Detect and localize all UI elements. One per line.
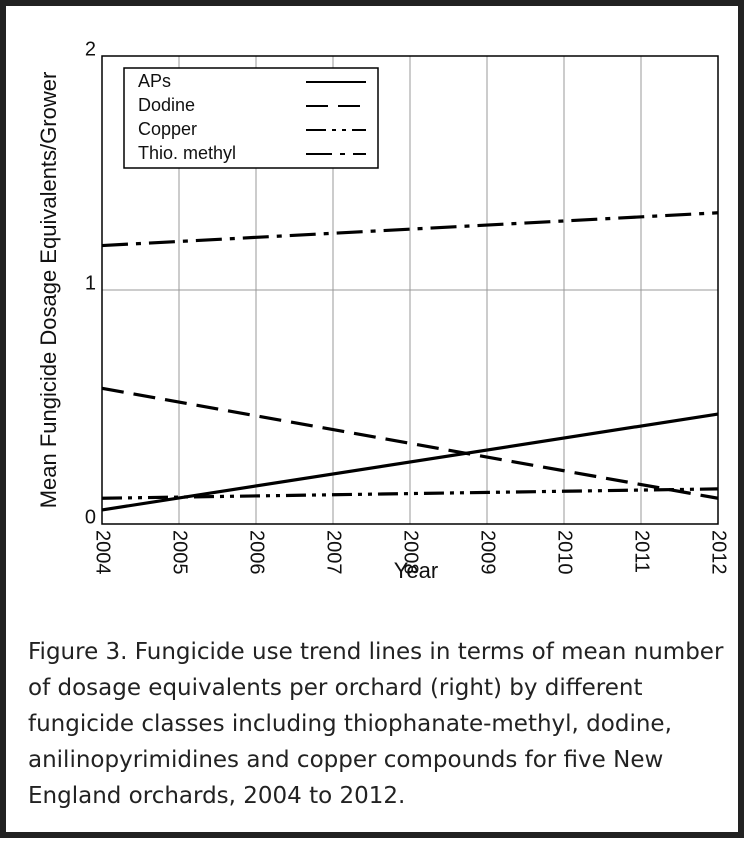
chart: Year Mean Fungicide Dosage Equivalents/G…	[36, 38, 730, 583]
legend-label: Copper	[138, 119, 197, 139]
x-tick-label: 2011	[631, 530, 653, 573]
x-tick-label: 2009	[477, 530, 499, 575]
series-line	[101, 211, 719, 248]
series-line	[101, 412, 719, 512]
y-tick-label: 1	[85, 272, 96, 294]
x-tick-label: 2005	[169, 530, 191, 575]
series-line	[101, 386, 719, 500]
legend-label: Thio. methyl	[138, 143, 236, 163]
series-line	[101, 487, 719, 500]
x-tick-label: 2006	[246, 530, 268, 575]
x-tick-label: 2004	[92, 530, 114, 575]
y-tick-label: 0	[85, 506, 96, 528]
plot-frame	[101, 55, 719, 525]
caption: Figure 3. Fungicide use trend lines in t…	[28, 639, 724, 809]
x-tick-label: 2012	[708, 530, 730, 575]
y-axis-label: Mean Fungicide Dosage Equivalents/Grower	[36, 72, 61, 509]
legend-label: Dodine	[138, 95, 195, 115]
legend-label: APs	[138, 71, 171, 91]
x-tick-label: 2007	[323, 530, 345, 575]
x-tick-label: 2008	[400, 530, 422, 575]
x-tick-label: 2010	[554, 530, 576, 575]
legend-box	[123, 67, 379, 169]
x-axis-label: Year	[394, 558, 438, 583]
y-tick-label: 2	[85, 38, 96, 60]
